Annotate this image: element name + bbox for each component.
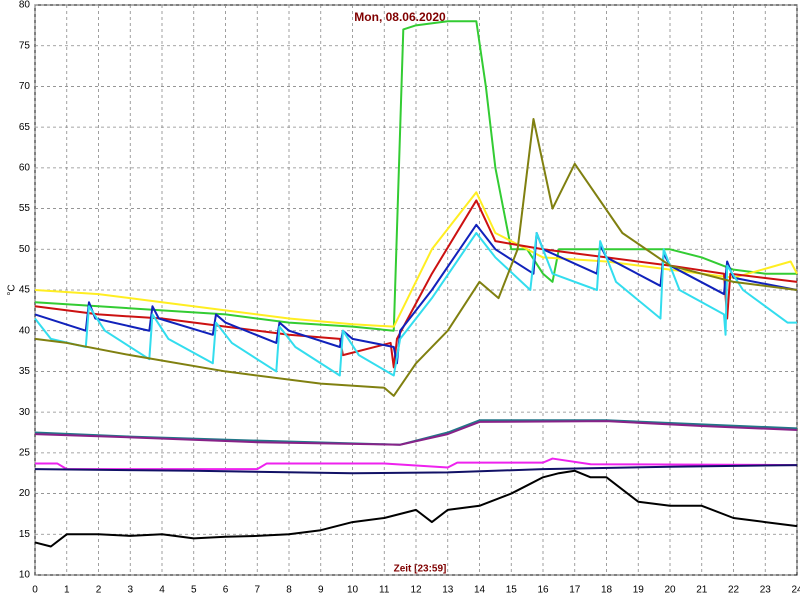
x-tick-label: 3 bbox=[127, 585, 133, 596]
x-tick-label: 2 bbox=[96, 585, 102, 596]
x-tick-label: 21 bbox=[696, 585, 708, 596]
x-tick-label: 16 bbox=[537, 585, 549, 596]
y-tick-label: 20 bbox=[19, 488, 31, 499]
x-tick-label: 14 bbox=[474, 585, 486, 596]
y-tick-label: 65 bbox=[19, 122, 31, 133]
x-tick-label: 1 bbox=[64, 585, 70, 596]
x-tick-label: 24 bbox=[791, 585, 800, 596]
y-tick-label: 25 bbox=[19, 447, 31, 458]
line-series bbox=[34, 20, 797, 332]
x-tick-label: 10 bbox=[347, 585, 359, 596]
line-series bbox=[34, 419, 798, 446]
y-tick-label: 80 bbox=[19, 0, 31, 11]
line-series bbox=[34, 420, 798, 446]
y-tick-label: 60 bbox=[19, 162, 31, 173]
line-series bbox=[34, 118, 798, 397]
x-axis-label: Zeit [23:59] bbox=[394, 564, 447, 575]
x-tick-label: 11 bbox=[379, 585, 390, 596]
y-tick-label: 45 bbox=[19, 285, 31, 296]
x-tick-label: 5 bbox=[191, 585, 197, 596]
y-tick-label: 40 bbox=[19, 325, 31, 336]
x-tick-label: 9 bbox=[318, 585, 324, 596]
line-series bbox=[34, 199, 798, 369]
y-tick-label: 55 bbox=[19, 203, 31, 214]
x-tick-label: 20 bbox=[664, 585, 676, 596]
x-tick-label: 4 bbox=[159, 585, 165, 596]
y-tick-label: 35 bbox=[19, 366, 31, 377]
y-tick-label: 70 bbox=[19, 81, 31, 92]
x-tick-label: 12 bbox=[410, 585, 422, 596]
x-tick-label: 13 bbox=[442, 585, 454, 596]
x-tick-label: 18 bbox=[601, 585, 613, 596]
line-series bbox=[34, 232, 797, 377]
y-tick-label: 30 bbox=[19, 407, 31, 418]
x-tick-label: 22 bbox=[728, 585, 740, 596]
x-tick-label: 8 bbox=[286, 585, 292, 596]
y-tick-label: 10 bbox=[19, 570, 31, 581]
y-axis-label: °C bbox=[7, 284, 18, 295]
chart-title: Mon, 08.06.2020 bbox=[354, 10, 446, 24]
y-tick-label: 50 bbox=[19, 244, 31, 255]
x-tick-label: 7 bbox=[254, 585, 260, 596]
x-tick-label: 0 bbox=[32, 585, 38, 596]
y-tick-label: 15 bbox=[19, 529, 31, 540]
x-tick-label: 6 bbox=[223, 585, 229, 596]
y-tick-label: 75 bbox=[19, 40, 31, 51]
x-tick-label: 19 bbox=[633, 585, 645, 596]
line-series bbox=[34, 464, 798, 475]
line-series bbox=[35, 457, 798, 471]
x-tick-label: 17 bbox=[569, 585, 581, 596]
x-tick-label: 15 bbox=[506, 585, 518, 596]
x-tick-label: 23 bbox=[760, 585, 772, 596]
line-series bbox=[34, 469, 798, 548]
